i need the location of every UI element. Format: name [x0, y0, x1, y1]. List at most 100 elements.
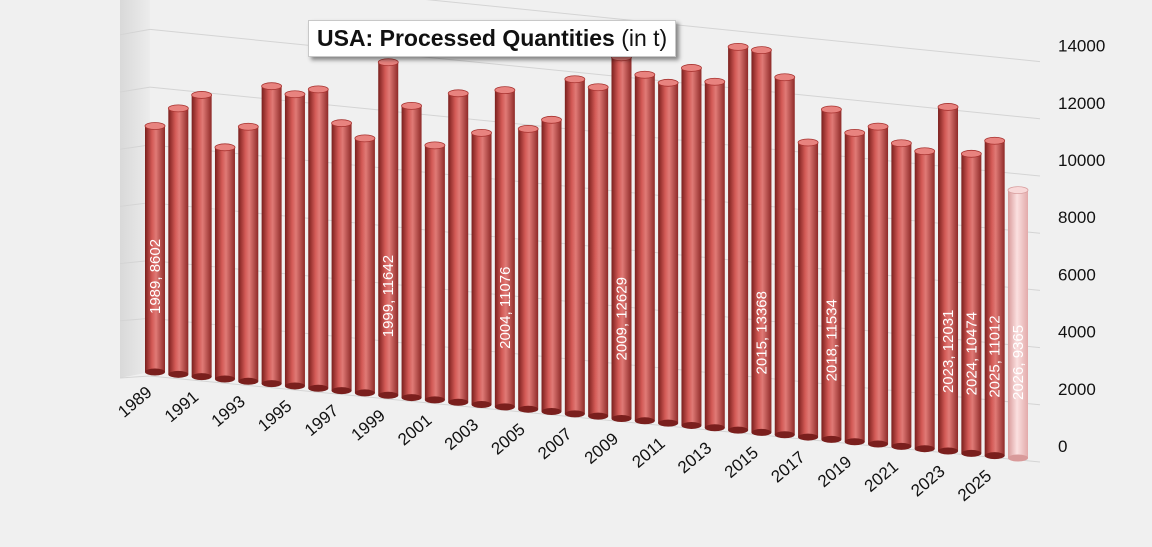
bar-body-2007 [564, 79, 585, 414]
x-tick-label-2017: 2017 [767, 448, 808, 487]
bar-2024 [960, 149, 982, 457]
bar-base-2002 [448, 398, 469, 406]
y-tick-label-12000: 12000 [1058, 94, 1105, 113]
bar-base-2000 [401, 394, 422, 402]
side-wall [120, 0, 150, 378]
bar-base-2021 [891, 442, 912, 450]
bar-base-2019 [844, 438, 865, 446]
bar-top-2022 [914, 147, 936, 156]
bar-base-1990 [168, 370, 189, 378]
bar-base-2011 [658, 419, 679, 427]
bar-body-2024 [961, 153, 982, 454]
bar-base-1998 [354, 389, 375, 397]
bar-2007 [564, 75, 586, 418]
bar-body-2005 [518, 128, 539, 410]
y-axis: 0 2000 4000 6000 8000 10000 12000 14000 [1058, 37, 1105, 456]
bar-body-2002 [448, 93, 469, 403]
y-tick-label-4000: 4000 [1058, 323, 1096, 342]
bar-1999 [377, 58, 399, 399]
data-labels: 1989, 8602 1999, 11642 2004, 11076 2009, 12… [147, 239, 1027, 400]
bar-base-2023 [938, 447, 959, 455]
bar-base-1991 [191, 373, 212, 381]
data-label-2026: 2026, 9365 [1010, 325, 1027, 400]
bar-base-2006 [541, 408, 562, 416]
bar-top-1989 [144, 122, 166, 130]
data-label-2024: 2024, 10474 [963, 312, 980, 395]
bar-body-2001 [424, 145, 445, 400]
data-label-2009: 2009, 12629 [613, 277, 630, 360]
bar-body-2009 [611, 57, 632, 419]
bar-top-2024 [960, 149, 982, 158]
bar-base-1994 [261, 380, 282, 388]
bar-2009 [611, 53, 632, 422]
bar-body-2008 [588, 87, 609, 417]
bar-base-1999 [378, 391, 399, 399]
bar-base-2024 [961, 449, 982, 457]
bar-2022 [914, 147, 936, 453]
bar-base-2014 [728, 426, 749, 434]
bar-base-2012 [681, 421, 702, 429]
bar-base-2009 [611, 414, 632, 422]
bar-base-2026 [1008, 454, 1028, 462]
bar-body-2010 [634, 74, 655, 421]
x-tick-label-2019: 2019 [814, 452, 855, 491]
bar-2017 [797, 138, 819, 441]
bar-base-2016 [774, 431, 795, 439]
x-tick-label-2015: 2015 [721, 443, 762, 482]
bar-body-2004 [494, 90, 515, 407]
bar-top-1991 [191, 91, 213, 99]
chart-background [120, 0, 150, 378]
bar-2006 [541, 115, 562, 416]
grid-line-side-12000 [119, 28, 151, 36]
bar-base-2003 [471, 401, 492, 409]
bar-top-2021 [890, 139, 912, 148]
bar-top-2014 [727, 42, 749, 51]
x-tick-label-2009: 2009 [581, 429, 622, 468]
bar-2020 [867, 122, 889, 448]
bar-body-1995 [284, 94, 305, 386]
bar-body-2021 [891, 143, 912, 447]
bar-1993 [237, 122, 259, 385]
bar-top-1990 [167, 104, 189, 113]
bar-base-1997 [331, 387, 352, 395]
bar-top-1996 [307, 85, 329, 94]
bar-top-2000 [401, 101, 422, 110]
bar-body-2017 [798, 142, 819, 438]
bar-body-2020 [868, 126, 889, 445]
bar-base-2008 [588, 412, 609, 420]
bar-base-2007 [564, 410, 585, 418]
bar-body-1992 [214, 147, 235, 379]
bar-top-1994 [261, 82, 283, 91]
bar-top-1992 [214, 143, 236, 152]
x-tick-label-2007: 2007 [534, 424, 575, 463]
bar-body-2013 [704, 81, 725, 428]
bar-top-2026 [1007, 186, 1029, 195]
data-label-2025: 2025, 11012 [987, 315, 1004, 397]
data-label-2023: 2023, 12031 [940, 310, 957, 393]
bar-top-2020 [867, 122, 889, 131]
bar-top-2003 [471, 128, 492, 137]
chart-title: USA: Processed Quantities (in t) [308, 20, 677, 57]
bar-top-2005 [517, 125, 539, 133]
bar-2018 [821, 105, 842, 443]
bar-top-1998 [354, 134, 376, 143]
bar-base-2018 [821, 435, 842, 443]
bar-base-2025 [984, 452, 1005, 460]
bar-1996 [307, 85, 329, 392]
y-tick-label-0: 0 [1058, 437, 1067, 456]
bar-base-1995 [284, 382, 305, 390]
bar-top-1999 [377, 58, 399, 67]
bar-2016 [774, 73, 796, 439]
x-tick-label-1991: 1991 [161, 387, 202, 426]
bar-body-1994 [261, 86, 282, 384]
bar-base-2017 [798, 433, 819, 441]
y-tick-label-14000: 14000 [1058, 37, 1105, 56]
bar-body-2012 [681, 67, 702, 426]
bar-1995 [284, 90, 306, 390]
bar-body-2026 [1008, 190, 1028, 458]
bar-base-2015 [751, 428, 772, 436]
bar-body-1999 [378, 62, 399, 396]
chart-title-unit: (in t) [621, 25, 668, 51]
bar-2023 [937, 103, 959, 455]
bar-2005 [517, 125, 539, 413]
